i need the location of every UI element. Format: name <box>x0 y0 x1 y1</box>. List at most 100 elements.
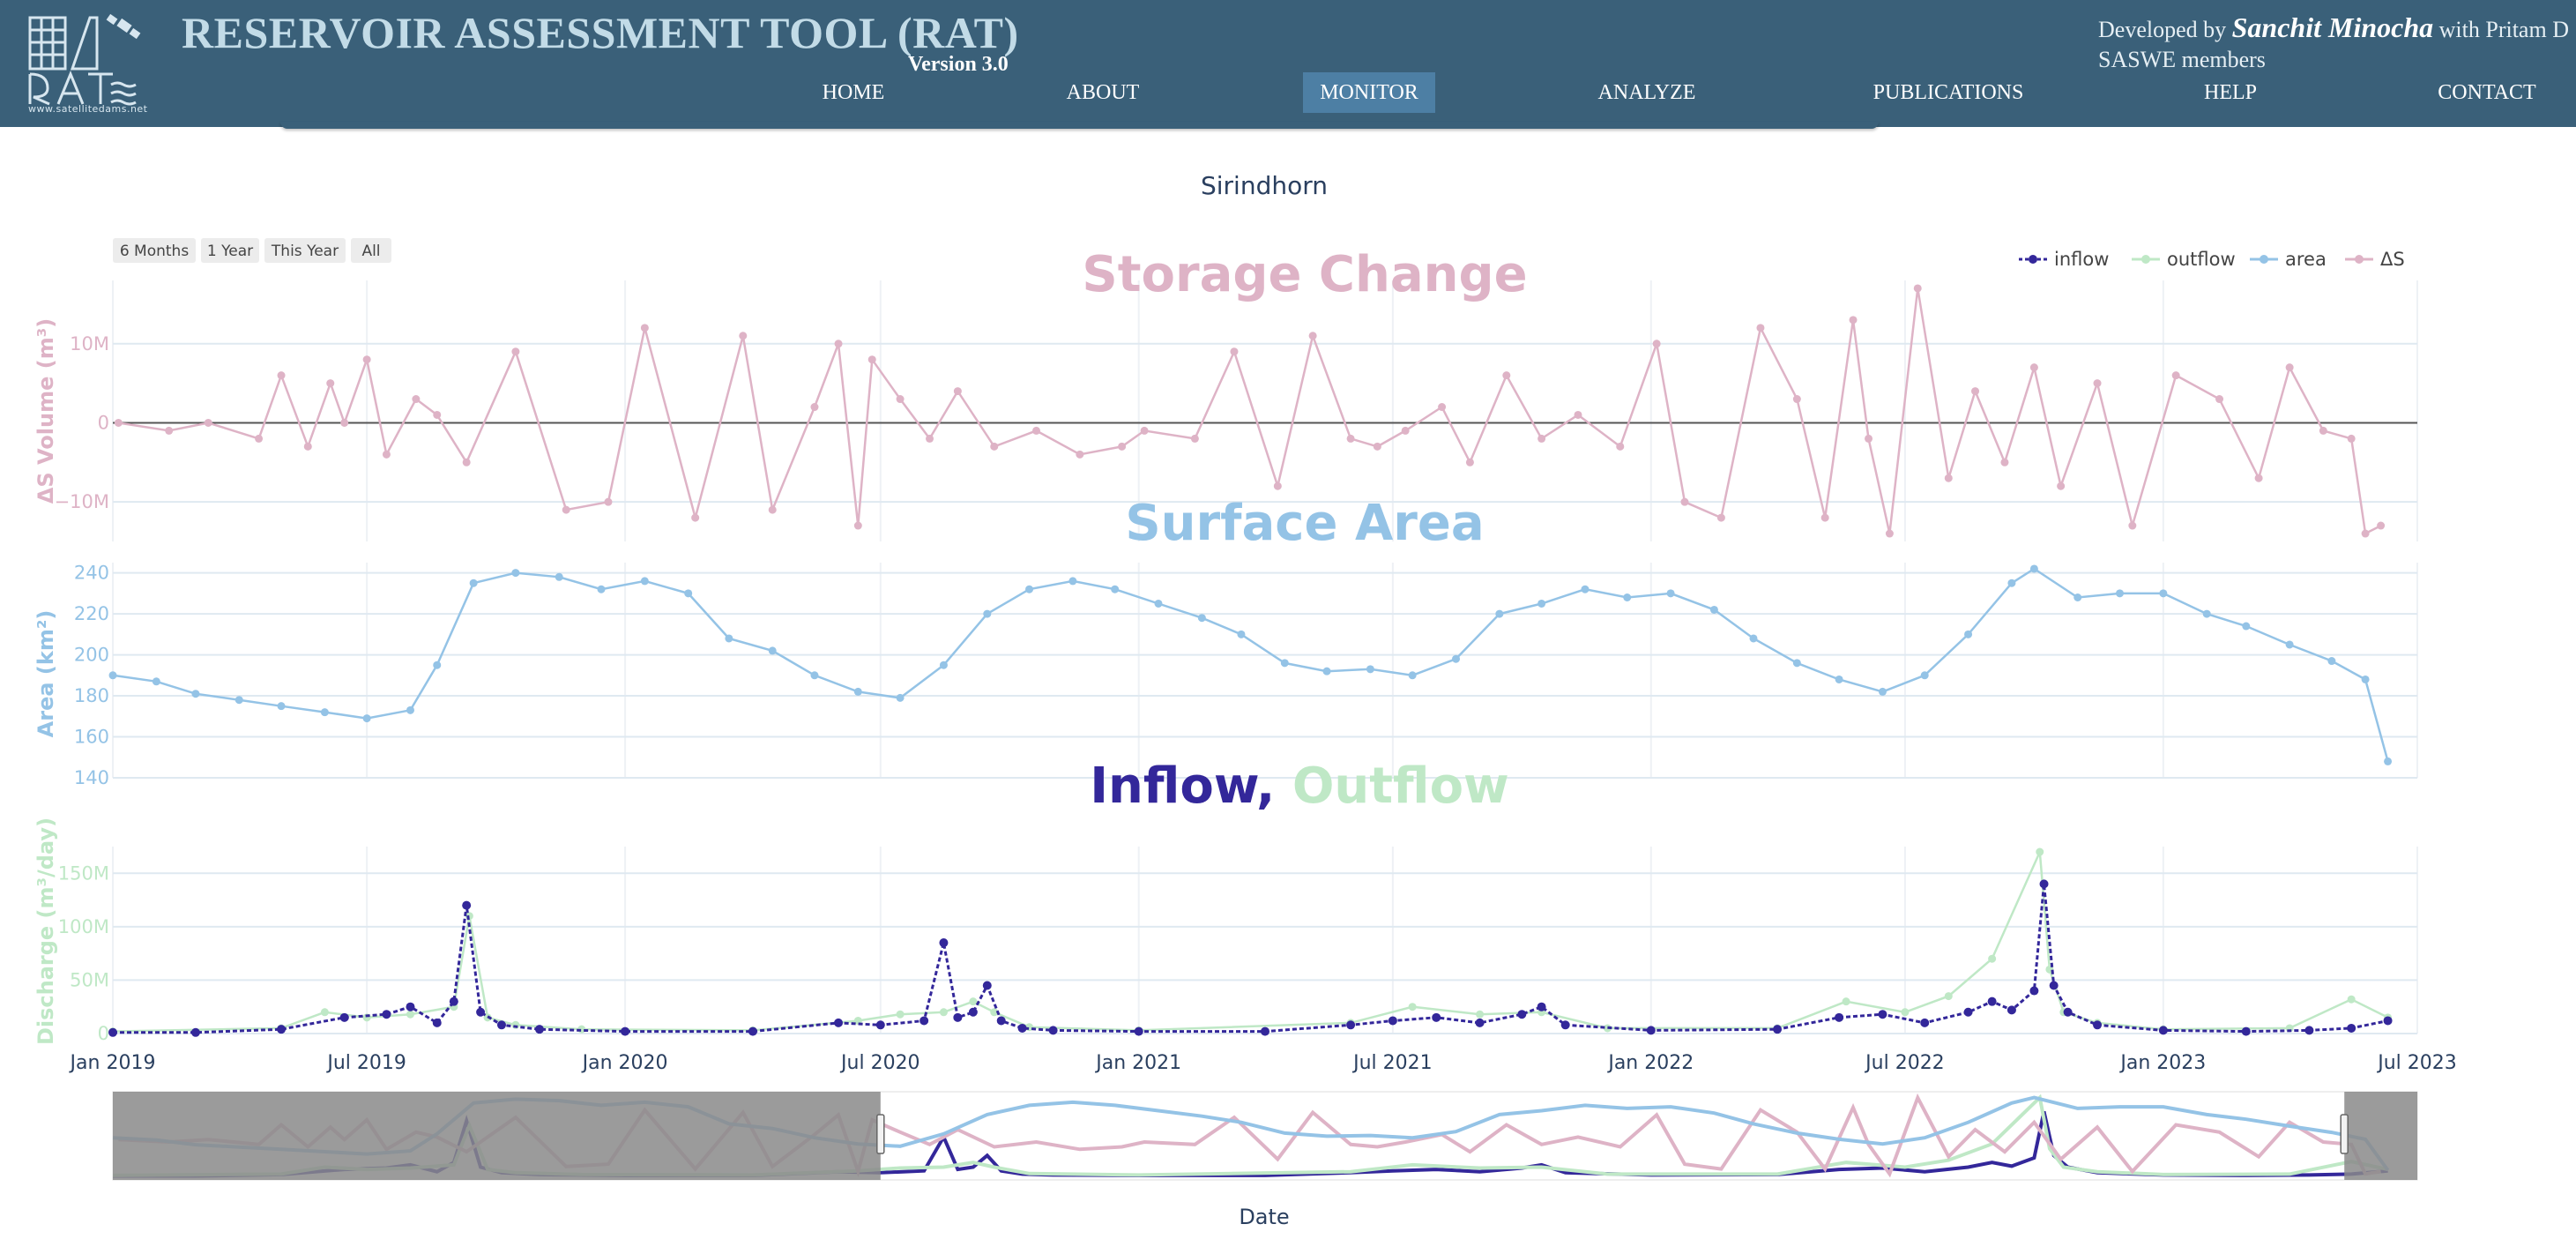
data-point-ΔS[interactable] <box>1537 434 1546 443</box>
data-point-area[interactable] <box>2007 578 2016 587</box>
data-point-ΔS[interactable] <box>2171 371 2180 380</box>
data-point-ΔS[interactable] <box>255 434 264 443</box>
data-point-inflow[interactable] <box>1835 1012 1844 1022</box>
data-point-ΔS[interactable] <box>853 521 862 530</box>
data-point-inflow[interactable] <box>1920 1018 1930 1027</box>
data-point-ΔS[interactable] <box>114 418 123 427</box>
data-point-area[interactable] <box>2361 675 2370 683</box>
data-point-ΔS[interactable] <box>2285 363 2294 372</box>
data-point-ΔS[interactable] <box>433 410 442 419</box>
data-point-outflow[interactable] <box>939 1008 948 1017</box>
data-point-area[interactable] <box>768 646 777 655</box>
series-line-outflow[interactable] <box>112 851 2389 1033</box>
data-point-area[interactable] <box>853 687 862 696</box>
data-point-inflow[interactable] <box>1773 1025 1783 1034</box>
data-point-ΔS[interactable] <box>990 442 999 451</box>
data-point-ΔS[interactable] <box>2377 521 2386 530</box>
range-button-3[interactable] <box>351 238 391 263</box>
data-point-area[interactable] <box>1025 585 1034 593</box>
data-point-ΔS[interactable] <box>1885 529 1894 538</box>
data-point-area[interactable] <box>810 671 819 680</box>
legend-entry-label[interactable]: area <box>2285 249 2327 270</box>
data-point-ΔS[interactable] <box>1716 513 1725 522</box>
range-button-label[interactable]: This Year <box>271 243 339 260</box>
range-slider-handle-left[interactable] <box>876 1114 885 1154</box>
data-point-outflow[interactable] <box>1944 992 1953 1001</box>
data-point-inflow[interactable] <box>1388 1016 1397 1026</box>
data-point-area[interactable] <box>1408 671 1417 680</box>
data-point-ΔS[interactable] <box>2215 395 2224 404</box>
data-point-outflow[interactable] <box>896 1010 905 1019</box>
data-point-inflow[interactable] <box>1048 1026 1058 1035</box>
data-point-inflow[interactable] <box>2383 1016 2393 1026</box>
data-point-ΔS[interactable] <box>739 332 748 340</box>
data-point-inflow[interactable] <box>919 1016 929 1026</box>
credit-line2[interactable]: SASWE members <box>2098 47 2266 72</box>
data-point-area[interactable] <box>1878 687 1887 696</box>
data-point-inflow[interactable] <box>748 1026 757 1036</box>
data-point-inflow[interactable] <box>462 900 472 910</box>
data-point-ΔS[interactable] <box>953 387 962 396</box>
data-point-ΔS[interactable] <box>277 371 286 380</box>
data-point-inflow[interactable] <box>2347 1023 2356 1033</box>
data-point-outflow[interactable] <box>1476 1010 1485 1019</box>
data-point-ΔS[interactable] <box>896 395 905 404</box>
data-point-ΔS[interactable] <box>382 450 391 459</box>
data-point-ΔS[interactable] <box>2361 529 2370 538</box>
data-point-ΔS[interactable] <box>511 347 520 356</box>
data-point-inflow[interactable] <box>496 1020 506 1030</box>
data-point-ΔS[interactable] <box>1230 347 1239 356</box>
range-button-1[interactable] <box>201 238 259 263</box>
data-point-area[interactable] <box>1623 593 1632 602</box>
nav-publications[interactable]: PUBLICATIONS <box>1872 81 2024 104</box>
data-point-area[interactable] <box>406 705 414 714</box>
data-point-outflow[interactable] <box>2036 847 2044 856</box>
data-point-inflow[interactable] <box>1134 1026 1143 1036</box>
data-point-ΔS[interactable] <box>1140 426 1149 435</box>
data-point-area[interactable] <box>1452 654 1461 663</box>
data-point-inflow[interactable] <box>277 1025 287 1034</box>
data-point-inflow[interactable] <box>108 1027 117 1037</box>
data-point-ΔS[interactable] <box>2029 363 2038 372</box>
data-point-area[interactable] <box>2116 589 2125 598</box>
data-point-ΔS[interactable] <box>691 513 700 522</box>
data-point-inflow[interactable] <box>1261 1026 1269 1036</box>
range-button-label[interactable]: 6 Months <box>120 243 190 260</box>
data-point-area[interactable] <box>939 661 948 669</box>
data-point-ΔS[interactable] <box>1756 324 1765 332</box>
data-point-area[interactable] <box>1495 609 1504 618</box>
data-point-area[interactable] <box>1666 589 1675 598</box>
data-point-ΔS[interactable] <box>1820 513 1829 522</box>
data-point-ΔS[interactable] <box>362 355 371 364</box>
data-point-ΔS[interactable] <box>1944 474 1953 482</box>
data-point-inflow[interactable] <box>2241 1026 2251 1036</box>
data-point-area[interactable] <box>108 671 117 680</box>
data-point-ΔS[interactable] <box>1849 316 1858 325</box>
rat-logo-icon[interactable] <box>26 12 152 116</box>
nav-help[interactable]: HELP <box>2204 81 2257 104</box>
data-point-ΔS[interactable] <box>562 505 570 514</box>
data-point-area[interactable] <box>1237 630 1246 638</box>
data-point-ΔS[interactable] <box>2347 434 2356 443</box>
data-point-ΔS[interactable] <box>1792 395 1801 404</box>
nav-contact[interactable]: CONTACT <box>2438 81 2536 104</box>
data-point-ΔS[interactable] <box>2057 481 2066 490</box>
data-point-inflow[interactable] <box>621 1026 630 1036</box>
data-point-area[interactable] <box>1322 667 1331 676</box>
data-point-inflow[interactable] <box>1346 1020 1356 1030</box>
data-point-inflow[interactable] <box>1878 1010 1887 1019</box>
data-point-inflow[interactable] <box>996 1016 1006 1026</box>
data-point-inflow[interactable] <box>939 938 949 948</box>
data-point-inflow[interactable] <box>534 1025 544 1034</box>
data-point-ΔS[interactable] <box>1680 497 1689 506</box>
data-point-area[interactable] <box>2242 622 2251 631</box>
data-point-area[interactable] <box>1920 671 1929 680</box>
data-point-area[interactable] <box>2029 564 2038 573</box>
data-point-ΔS[interactable] <box>1273 481 1282 490</box>
data-point-outflow[interactable] <box>1408 1003 1417 1011</box>
data-point-outflow[interactable] <box>406 1010 414 1019</box>
data-point-ΔS[interactable] <box>1616 442 1625 451</box>
data-point-inflow[interactable] <box>432 1018 442 1027</box>
data-point-ΔS[interactable] <box>1190 434 1199 443</box>
data-point-outflow[interactable] <box>2347 995 2356 1004</box>
